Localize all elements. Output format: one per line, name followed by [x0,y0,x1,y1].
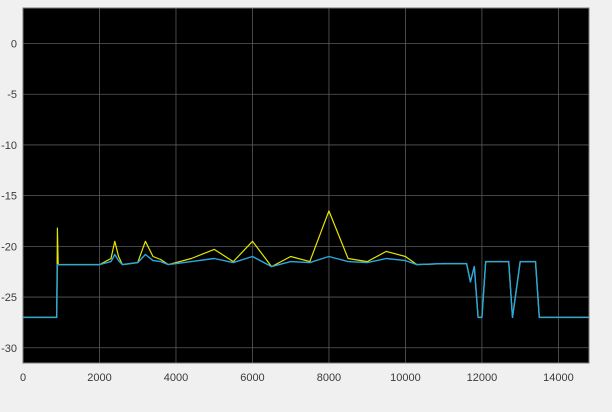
series-line-2 [23,253,589,319]
x-tick-label: 4000 [164,372,188,384]
y-tick-label: -25 [1,292,17,304]
x-tick-label: 8000 [317,372,341,384]
series-layer [23,210,589,319]
y-tick-label: -30 [1,343,17,355]
plot-area [23,8,589,363]
x-tick-label: 2000 [87,372,111,384]
y-tick-label: -5 [7,89,17,101]
x-tick-label: 12000 [467,372,498,384]
x-tick-label: 0 [20,372,26,384]
plot-frame [22,7,590,364]
y-tick-label: 0 [11,39,17,51]
x-tick-label: 6000 [240,372,264,384]
grid [22,7,590,364]
y-tick-label: -20 [1,241,17,253]
x-tick-label: 14000 [543,372,574,384]
x-axis-ticks: 0 2000 4000 6000 8000 10000 12000 14000 [20,372,574,384]
y-tick-label: -10 [1,140,17,152]
x-tick-label: 10000 [390,372,421,384]
y-tick-label: -15 [1,191,17,203]
y-axis-ticks: 0 -5 -10 -15 -20 -25 -30 [1,39,17,355]
